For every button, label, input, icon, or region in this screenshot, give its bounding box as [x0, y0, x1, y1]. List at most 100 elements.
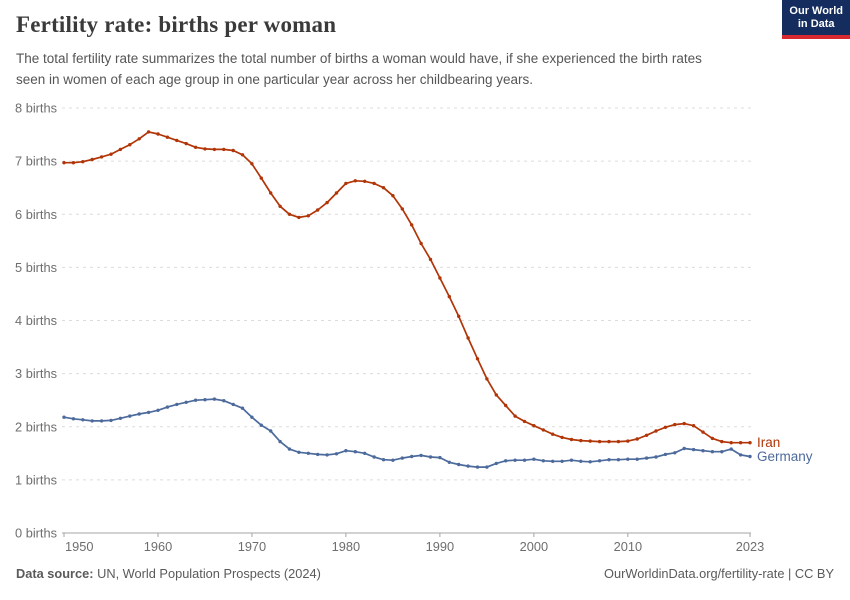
series-point-germany[interactable] [579, 459, 583, 463]
series-point-iran[interactable] [193, 145, 198, 149]
series-point-iran[interactable] [372, 181, 376, 186]
series-point-germany[interactable] [748, 454, 752, 459]
series-point-germany[interactable] [240, 406, 245, 410]
series-point-germany[interactable] [287, 447, 292, 451]
series-point-iran[interactable] [118, 147, 123, 152]
series-point-germany[interactable] [269, 429, 273, 433]
series-point-iran[interactable] [428, 257, 433, 262]
series-point-germany[interactable] [353, 450, 357, 454]
series-point-iran[interactable] [729, 441, 733, 445]
series-label-iran[interactable]: Iran [757, 435, 780, 450]
series-point-iran[interactable] [212, 147, 217, 152]
series-point-germany[interactable] [90, 419, 94, 423]
series-point-iran[interactable] [616, 439, 621, 444]
series-point-iran[interactable] [128, 143, 132, 147]
series-point-germany[interactable] [616, 458, 621, 462]
series-point-iran[interactable] [644, 433, 649, 437]
series-point-iran[interactable] [457, 314, 461, 318]
series-point-germany[interactable] [729, 447, 733, 451]
series-point-iran[interactable] [710, 436, 715, 441]
series-point-iran[interactable] [175, 138, 179, 143]
series-point-iran[interactable] [663, 425, 668, 429]
series-point-iran[interactable] [551, 432, 555, 436]
series-point-iran[interactable] [494, 393, 498, 397]
series-point-iran[interactable] [682, 421, 686, 426]
series-point-germany[interactable] [607, 458, 611, 462]
series-point-iran[interactable] [588, 439, 592, 443]
series-point-germany[interactable] [673, 451, 677, 455]
series-point-germany[interactable] [259, 423, 263, 427]
series-point-iran[interactable] [165, 135, 170, 139]
series-point-germany[interactable] [597, 459, 602, 463]
series-point-germany[interactable] [428, 455, 433, 459]
series-point-iran[interactable] [673, 422, 677, 427]
series-point-germany[interactable] [128, 414, 132, 418]
owid-logo[interactable]: Our World in Data [782, 0, 850, 39]
series-point-iran[interactable] [691, 424, 696, 428]
series-point-germany[interactable] [551, 459, 555, 463]
series-point-iran[interactable] [438, 276, 442, 280]
series-point-germany[interactable] [184, 400, 188, 404]
series-point-germany[interactable] [231, 402, 235, 407]
series-point-germany[interactable] [316, 452, 320, 457]
series-point-iran[interactable] [579, 438, 583, 443]
series-point-germany[interactable] [522, 458, 527, 462]
series-point-iran[interactable] [447, 294, 451, 299]
series-point-iran[interactable] [240, 153, 245, 157]
series-point-iran[interactable] [513, 414, 517, 418]
series-point-germany[interactable] [569, 458, 574, 462]
series-point-iran[interactable] [222, 147, 226, 152]
series-point-iran[interactable] [475, 357, 480, 361]
series-point-iran[interactable] [71, 161, 76, 165]
series-point-germany[interactable] [212, 397, 217, 401]
series-point-germany[interactable] [626, 457, 630, 461]
series-point-iran[interactable] [184, 141, 188, 146]
series-point-iran[interactable] [381, 186, 386, 190]
series-point-iran[interactable] [81, 160, 85, 164]
series-point-iran[interactable] [522, 419, 527, 424]
series-point-germany[interactable] [81, 418, 85, 422]
series-point-germany[interactable] [193, 398, 198, 402]
series-point-iran[interactable] [607, 439, 611, 444]
series-point-iran[interactable] [363, 179, 367, 183]
series-point-iran[interactable] [541, 428, 545, 432]
series-point-iran[interactable] [569, 437, 574, 442]
series-point-germany[interactable] [334, 452, 339, 456]
series-point-iran[interactable] [400, 207, 404, 211]
series-point-germany[interactable] [485, 465, 489, 469]
series-point-iran[interactable] [334, 191, 339, 195]
series-label-germany[interactable]: Germany [757, 449, 813, 464]
series-line-iran[interactable] [63, 131, 751, 444]
series-point-iran[interactable] [269, 191, 273, 195]
series-point-germany[interactable] [400, 456, 404, 460]
series-point-germany[interactable] [391, 458, 395, 462]
series-point-iran[interactable] [391, 194, 395, 198]
series-point-germany[interactable] [297, 450, 301, 454]
series-point-iran[interactable] [250, 162, 254, 166]
series-point-iran[interactable] [701, 430, 705, 434]
series-point-iran[interactable] [259, 176, 263, 180]
series-point-germany[interactable] [663, 452, 668, 457]
series-point-iran[interactable] [419, 241, 423, 246]
series-point-germany[interactable] [457, 462, 461, 467]
series-point-germany[interactable] [710, 450, 715, 454]
series-point-iran[interactable] [738, 441, 743, 445]
series-point-germany[interactable] [325, 453, 329, 457]
series-point-germany[interactable] [250, 415, 254, 419]
series-point-germany[interactable] [137, 412, 141, 416]
series-point-germany[interactable] [701, 449, 705, 453]
series-point-germany[interactable] [99, 419, 104, 423]
series-point-iran[interactable] [156, 132, 160, 136]
series-point-germany[interactable] [419, 453, 423, 458]
series-point-germany[interactable] [447, 460, 451, 464]
series-point-germany[interactable] [541, 459, 545, 463]
series-point-iran[interactable] [90, 157, 94, 162]
series-point-iran[interactable] [626, 439, 630, 443]
series-point-iran[interactable] [203, 147, 207, 151]
owid-credit-link[interactable]: OurWorldinData.org/fertility-rate | CC B… [604, 566, 834, 581]
series-point-germany[interactable] [682, 446, 686, 451]
series-point-germany[interactable] [532, 457, 536, 461]
series-point-iran[interactable] [410, 223, 414, 227]
series-point-germany[interactable] [738, 453, 743, 457]
series-point-germany[interactable] [513, 458, 517, 462]
